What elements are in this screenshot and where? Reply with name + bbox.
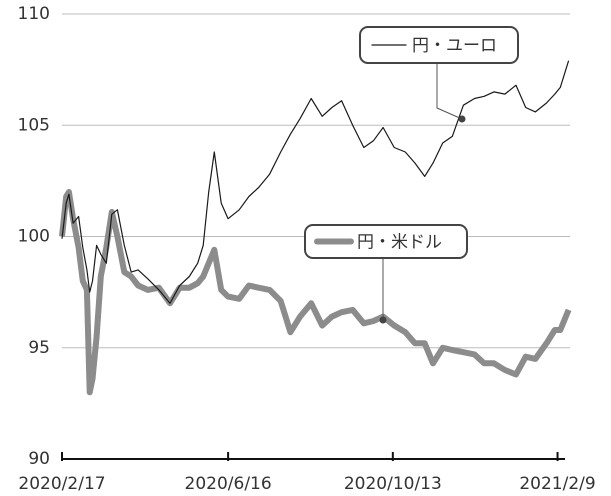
legend-entry: 円・米ドル bbox=[304, 224, 468, 324]
x-tick-label: 2020/2/17 bbox=[18, 474, 105, 494]
legend-label: 円・ユーロ bbox=[412, 36, 497, 56]
x-tick-label: 2020/10/13 bbox=[344, 474, 442, 494]
y-tick-label: 110 bbox=[18, 4, 50, 24]
legend-box bbox=[359, 26, 519, 64]
y-tick-label: 105 bbox=[18, 115, 50, 135]
legend-label: 円・米ドル bbox=[357, 233, 442, 253]
series-line bbox=[59, 189, 572, 396]
legend-entry: 円・ユーロ bbox=[359, 26, 519, 123]
series-line bbox=[61, 60, 570, 304]
leader-dot bbox=[379, 316, 387, 324]
leader-line bbox=[436, 63, 463, 120]
leader-dot bbox=[458, 115, 466, 123]
x-tick-label: 2021/2/9 bbox=[519, 474, 595, 494]
y-tick-label: 100 bbox=[18, 227, 50, 247]
x-tick-label: 2020/6/16 bbox=[185, 474, 272, 494]
y-tick-label: 90 bbox=[28, 449, 50, 469]
legend-box bbox=[304, 224, 468, 259]
y-tick-label: 95 bbox=[28, 338, 50, 358]
